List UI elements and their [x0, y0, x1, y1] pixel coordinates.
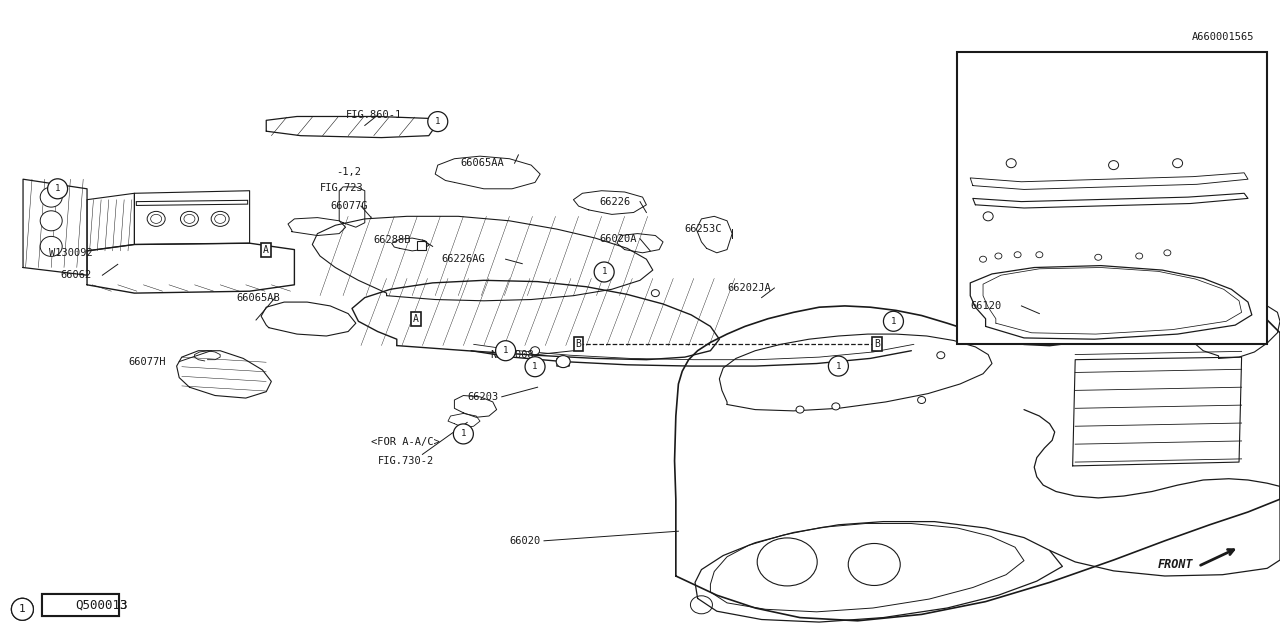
- Text: 1: 1: [461, 429, 466, 438]
- Circle shape: [12, 598, 33, 620]
- Ellipse shape: [918, 397, 925, 403]
- Text: 66077G: 66077G: [330, 201, 367, 211]
- Ellipse shape: [983, 212, 993, 221]
- Ellipse shape: [530, 347, 540, 355]
- Text: FIG.860-1: FIG.860-1: [346, 110, 402, 120]
- Text: 66020: 66020: [509, 536, 540, 546]
- Ellipse shape: [40, 187, 63, 207]
- Ellipse shape: [1014, 252, 1021, 258]
- Ellipse shape: [40, 236, 63, 257]
- Circle shape: [594, 262, 614, 282]
- Bar: [42, 594, 119, 616]
- Circle shape: [12, 598, 33, 620]
- Text: <FOR A-A/C>: <FOR A-A/C>: [371, 436, 440, 447]
- Text: B: B: [576, 339, 581, 349]
- Circle shape: [525, 356, 545, 377]
- Circle shape: [428, 111, 448, 132]
- Text: FIG.723: FIG.723: [320, 183, 364, 193]
- Ellipse shape: [557, 356, 570, 367]
- Ellipse shape: [147, 211, 165, 227]
- Circle shape: [828, 356, 849, 376]
- Bar: [42, 594, 119, 616]
- Circle shape: [47, 179, 68, 199]
- Text: 66226: 66226: [599, 196, 630, 207]
- Circle shape: [883, 311, 904, 332]
- Text: 66062: 66062: [60, 270, 91, 280]
- Text: 66020A: 66020A: [599, 234, 636, 244]
- Ellipse shape: [1135, 253, 1143, 259]
- Text: A: A: [413, 314, 419, 324]
- Text: Q500013: Q500013: [74, 598, 128, 611]
- Ellipse shape: [40, 211, 63, 231]
- Text: -1,2: -1,2: [337, 166, 362, 177]
- Ellipse shape: [937, 352, 945, 358]
- Text: 66253C: 66253C: [685, 224, 722, 234]
- Ellipse shape: [1108, 161, 1119, 170]
- Text: 66120: 66120: [970, 301, 1001, 311]
- Text: 1: 1: [836, 362, 841, 371]
- Text: 66226AG: 66226AG: [442, 254, 485, 264]
- Text: 1: 1: [503, 346, 508, 355]
- Text: A: A: [264, 244, 269, 255]
- Ellipse shape: [652, 290, 659, 296]
- Text: 1: 1: [891, 317, 896, 326]
- Ellipse shape: [1172, 159, 1183, 168]
- Ellipse shape: [832, 403, 840, 410]
- Text: 1: 1: [19, 604, 26, 614]
- Text: FIG.730-2: FIG.730-2: [378, 456, 434, 466]
- Ellipse shape: [979, 256, 987, 262]
- Circle shape: [453, 424, 474, 444]
- Ellipse shape: [995, 253, 1002, 259]
- Text: Q500013: Q500013: [74, 598, 128, 611]
- Text: 1: 1: [602, 268, 607, 276]
- Ellipse shape: [211, 211, 229, 227]
- Text: A660001565: A660001565: [1192, 32, 1254, 42]
- Text: 66065AB: 66065AB: [237, 292, 280, 303]
- Ellipse shape: [180, 211, 198, 227]
- Bar: [957, 52, 1267, 344]
- Text: B: B: [874, 339, 879, 349]
- Bar: [417, 241, 426, 250]
- Text: 1: 1: [532, 362, 538, 371]
- Text: W130092: W130092: [49, 248, 92, 258]
- Text: 1: 1: [55, 184, 60, 193]
- Text: 66202JA: 66202JA: [727, 283, 771, 293]
- Ellipse shape: [1036, 252, 1043, 258]
- Text: 66077H: 66077H: [128, 356, 165, 367]
- Text: 1: 1: [19, 604, 26, 614]
- Ellipse shape: [796, 406, 804, 413]
- Text: 66288B: 66288B: [374, 235, 411, 245]
- Text: 66203: 66203: [467, 392, 498, 402]
- Ellipse shape: [1094, 254, 1102, 260]
- Ellipse shape: [1006, 159, 1016, 168]
- Circle shape: [495, 340, 516, 361]
- Ellipse shape: [1164, 250, 1171, 256]
- Text: 1: 1: [435, 117, 440, 126]
- Text: FRONT: FRONT: [1157, 558, 1193, 571]
- Text: N340008: N340008: [490, 350, 534, 360]
- Text: 66065AA: 66065AA: [461, 158, 504, 168]
